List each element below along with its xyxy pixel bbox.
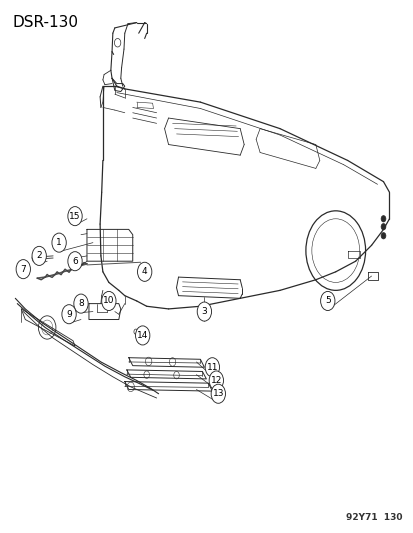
Text: 7: 7 [20, 265, 26, 273]
Circle shape [16, 260, 31, 279]
Circle shape [320, 292, 334, 311]
Circle shape [68, 207, 82, 225]
Circle shape [74, 294, 88, 313]
Circle shape [68, 252, 82, 271]
Text: DSR-130: DSR-130 [12, 14, 78, 30]
Circle shape [197, 302, 211, 321]
Circle shape [102, 292, 116, 311]
Text: 92Y71  130: 92Y71 130 [345, 513, 401, 522]
Circle shape [32, 246, 46, 265]
Circle shape [135, 326, 150, 345]
Text: 2: 2 [36, 252, 42, 261]
Circle shape [211, 384, 225, 403]
Circle shape [62, 305, 76, 324]
Text: 8: 8 [78, 299, 84, 308]
Text: 4: 4 [142, 268, 147, 276]
Circle shape [380, 223, 385, 230]
Text: 12: 12 [210, 376, 221, 385]
Circle shape [209, 371, 223, 390]
Text: 10: 10 [103, 296, 114, 305]
Circle shape [137, 262, 152, 281]
Circle shape [380, 216, 385, 222]
Circle shape [52, 233, 66, 252]
Text: 1: 1 [56, 238, 62, 247]
Circle shape [205, 358, 219, 377]
Text: 11: 11 [206, 363, 218, 372]
Circle shape [380, 232, 385, 239]
Text: 5: 5 [324, 296, 330, 305]
Text: 6: 6 [72, 257, 78, 265]
Text: 3: 3 [201, 307, 207, 316]
Text: 13: 13 [212, 389, 223, 398]
Text: 9: 9 [66, 310, 72, 319]
Text: 15: 15 [69, 212, 81, 221]
Text: 14: 14 [137, 331, 148, 340]
